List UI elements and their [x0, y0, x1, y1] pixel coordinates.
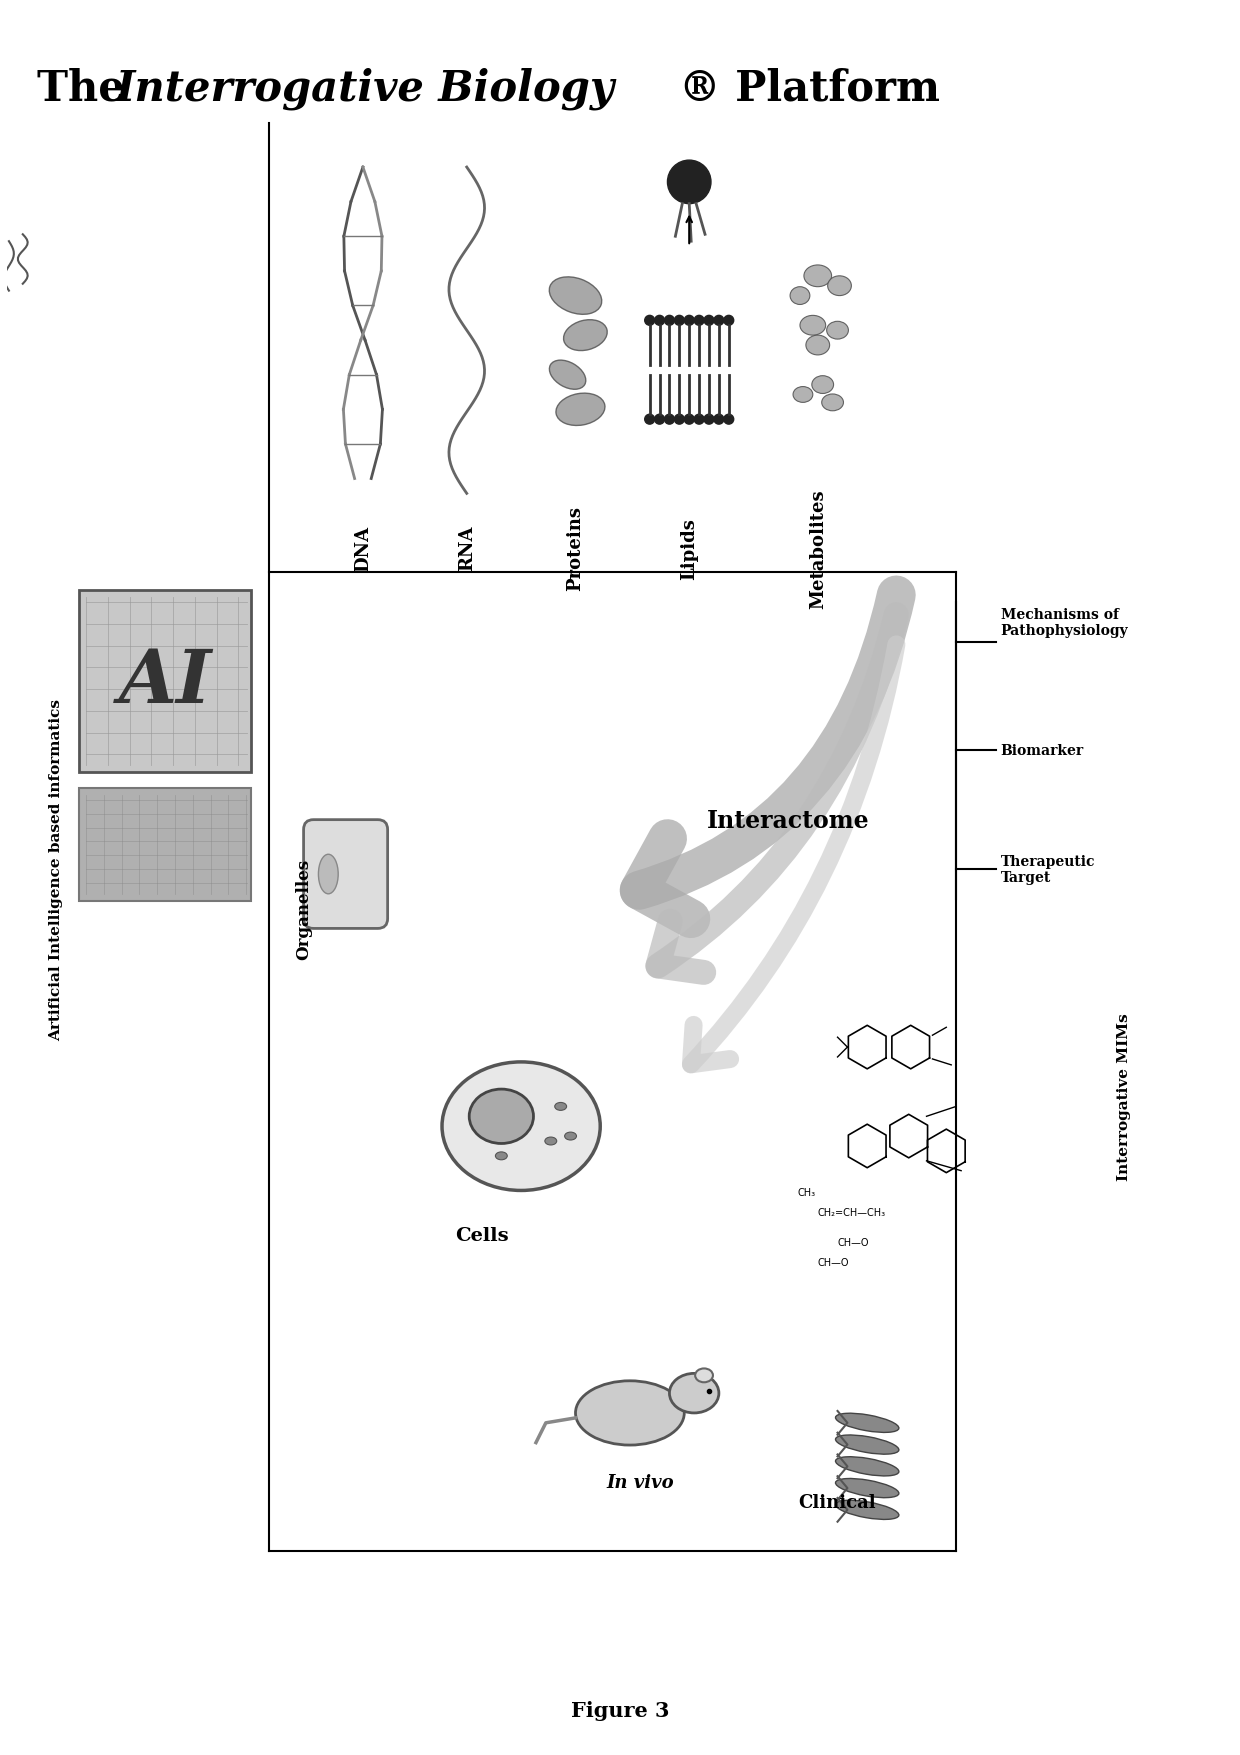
Ellipse shape [800, 316, 826, 335]
Text: Mechanisms of
Pathophysiology: Mechanisms of Pathophysiology [1001, 607, 1128, 637]
Text: CH₂=CH—CH₃: CH₂=CH—CH₃ [817, 1207, 885, 1218]
FancyArrowPatch shape [639, 595, 897, 920]
Text: Proteins: Proteins [567, 505, 584, 591]
Text: Artificial Intelligence based informatics: Artificial Intelligence based informatic… [50, 698, 63, 1041]
Text: DNA: DNA [353, 525, 372, 572]
Text: RNA: RNA [458, 526, 476, 570]
Circle shape [675, 316, 684, 326]
Circle shape [675, 414, 684, 425]
Circle shape [724, 414, 734, 425]
Text: The: The [37, 68, 139, 111]
Ellipse shape [670, 1374, 719, 1413]
Circle shape [645, 316, 655, 326]
Circle shape [694, 414, 704, 425]
Ellipse shape [469, 1090, 533, 1144]
Ellipse shape [804, 265, 832, 288]
Circle shape [655, 414, 665, 425]
Ellipse shape [319, 855, 339, 895]
Text: Organelles: Organelles [295, 858, 312, 960]
Ellipse shape [544, 1137, 557, 1146]
Ellipse shape [836, 1436, 899, 1455]
Text: Biomarker: Biomarker [1001, 744, 1084, 758]
Circle shape [694, 316, 704, 326]
Ellipse shape [790, 288, 810, 305]
Circle shape [704, 414, 714, 425]
Circle shape [655, 316, 665, 326]
Ellipse shape [836, 1457, 899, 1476]
FancyArrowPatch shape [658, 616, 897, 972]
Text: Lipids: Lipids [681, 518, 698, 579]
Text: Metabolites: Metabolites [808, 488, 827, 609]
Ellipse shape [554, 1102, 567, 1111]
Text: Figure 3: Figure 3 [570, 1699, 670, 1720]
Text: Clinical: Clinical [799, 1494, 877, 1511]
Text: Therapeutic
Target: Therapeutic Target [1001, 855, 1095, 885]
FancyBboxPatch shape [79, 591, 252, 772]
Ellipse shape [549, 362, 585, 390]
Ellipse shape [575, 1381, 684, 1444]
Ellipse shape [806, 335, 830, 356]
FancyBboxPatch shape [79, 788, 252, 902]
Circle shape [665, 414, 675, 425]
Ellipse shape [696, 1369, 713, 1383]
Text: Interrogative Biology: Interrogative Biology [115, 68, 615, 111]
Text: CH—O: CH—O [817, 1257, 849, 1267]
Ellipse shape [496, 1153, 507, 1160]
Text: Cells: Cells [455, 1227, 508, 1244]
Circle shape [724, 316, 734, 326]
FancyArrowPatch shape [691, 646, 897, 1065]
Circle shape [684, 414, 694, 425]
Circle shape [684, 316, 694, 326]
Circle shape [667, 161, 711, 205]
Circle shape [714, 414, 724, 425]
Ellipse shape [441, 1062, 600, 1192]
Text: Interactome: Interactome [707, 809, 869, 832]
Ellipse shape [827, 277, 852, 297]
Ellipse shape [794, 388, 812, 404]
Text: In vivo: In vivo [606, 1472, 673, 1492]
Circle shape [714, 316, 724, 326]
Ellipse shape [812, 377, 833, 395]
Ellipse shape [563, 321, 608, 351]
Text: CH—O: CH—O [837, 1237, 869, 1248]
Ellipse shape [556, 393, 605, 426]
Ellipse shape [836, 1479, 899, 1497]
Text: CH₃: CH₃ [799, 1188, 816, 1197]
Circle shape [645, 414, 655, 425]
Text: AI: AI [119, 646, 212, 718]
Ellipse shape [836, 1413, 899, 1432]
Ellipse shape [822, 395, 843, 411]
Circle shape [665, 316, 675, 326]
Ellipse shape [836, 1501, 899, 1520]
FancyBboxPatch shape [304, 820, 388, 928]
Text: ® Platform: ® Platform [680, 68, 940, 111]
Ellipse shape [827, 323, 848, 340]
Circle shape [704, 316, 714, 326]
Text: Interrogative MIMs: Interrogative MIMs [1117, 1013, 1131, 1181]
Ellipse shape [549, 277, 601, 316]
Ellipse shape [564, 1132, 577, 1141]
